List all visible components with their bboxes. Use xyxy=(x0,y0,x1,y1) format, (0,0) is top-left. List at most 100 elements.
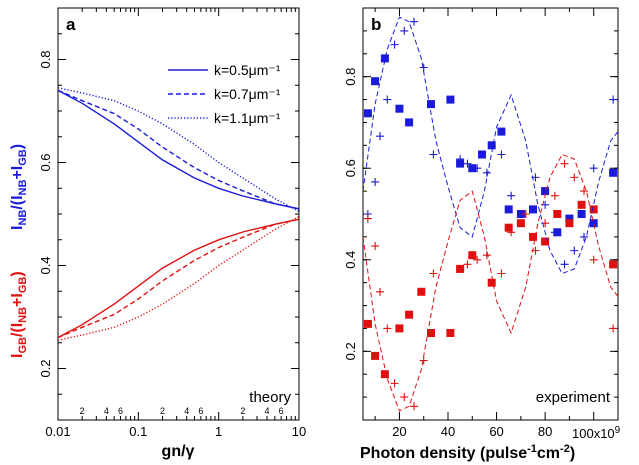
panel-b-cross-point xyxy=(371,177,380,186)
panel-b-cross-point xyxy=(456,264,465,273)
panel-a-curve-dotted-4 xyxy=(58,87,299,213)
panel-b-square-point xyxy=(363,109,372,118)
panel-b-square-point xyxy=(516,219,525,228)
panel-b-cross-point xyxy=(376,132,384,141)
panel-b-cross-point xyxy=(473,164,482,173)
panel-b-cross-point xyxy=(429,150,438,159)
panel-b-y-tick-label: 0.2 xyxy=(343,342,358,360)
panel-a-legend-label: k=0.7μm⁻¹ xyxy=(214,86,281,102)
panel-b-square-point xyxy=(456,159,465,168)
panel-b-square-point xyxy=(468,164,477,173)
panel-b-cross-point xyxy=(497,150,506,159)
panel-b-x-axis-label: Photon density (pulse-1cm-2) xyxy=(360,443,575,462)
panel-b-cross-point xyxy=(507,191,516,200)
panel-a-x-tick-label: 1 xyxy=(215,424,222,439)
panel-a-y-tick-label: 0.8 xyxy=(38,50,53,68)
panel-b-square-point xyxy=(565,214,574,223)
panel-b-cross-point xyxy=(473,255,482,264)
panel-b-square-point xyxy=(589,205,598,214)
panel-a-x-minor-label: 4 xyxy=(265,406,270,416)
panel-b-cross-point xyxy=(482,251,491,260)
panel-a-legend: k=0.5μm⁻¹ k=0.7μm⁻¹ k=1.1μm⁻¹ xyxy=(168,62,281,126)
panel-b-square-point xyxy=(468,251,477,260)
panel-b-cross-point xyxy=(580,187,588,196)
panel-b-y-tick-label: 0.4 xyxy=(343,251,358,269)
panel-b-cross-point xyxy=(400,26,409,35)
panel-a-annotation: theory xyxy=(249,389,291,406)
panel-b-cross-point xyxy=(497,269,506,278)
panel-b-square-point xyxy=(541,187,550,196)
panel-b-square-point xyxy=(405,118,414,127)
panel-a-x-minor-label: 6 xyxy=(118,406,123,416)
panel-b-square-point xyxy=(529,232,537,241)
panel-b-square-point xyxy=(504,205,513,214)
panel-b-square-point xyxy=(504,223,513,232)
panel-b-square-point xyxy=(380,54,389,63)
panel-b-square-point xyxy=(516,210,525,218)
panel-a-legend-label: k=1.1μm⁻¹ xyxy=(214,110,281,126)
panel-b-cross-point xyxy=(363,214,372,223)
panel-a-x-minor-label: 2 xyxy=(80,406,85,416)
panel-b-cross-point xyxy=(570,173,579,182)
panel-b-x-multiplier: 100x109 xyxy=(572,425,621,441)
panel-b-x-tick-label: 20 xyxy=(392,424,406,439)
panel-a-y-label-red: IGB/(INB+IGB) xyxy=(9,271,29,358)
panel-b-square-point xyxy=(609,168,618,177)
panel-b-square-point xyxy=(478,150,486,159)
panel-b-y-tick-label: 0.6 xyxy=(343,159,358,177)
panel-b-cross-point xyxy=(550,191,559,200)
panel-b-square-point xyxy=(565,219,574,228)
panel-b-square-point xyxy=(487,141,496,150)
panel-a-x-tick-label: 0.1 xyxy=(129,424,147,439)
panel-b-square-point xyxy=(395,104,404,113)
panel-b-letter: b xyxy=(371,15,381,34)
panel-b-cross-point xyxy=(400,393,409,402)
panel-b-cross-point xyxy=(383,324,392,333)
panel-b-cross-point xyxy=(580,232,588,241)
panel-b-square-point xyxy=(446,329,455,337)
panel-b-cross-point xyxy=(429,269,438,278)
panel-a-curve-dashed-3 xyxy=(58,218,299,339)
panel-b-square-point xyxy=(529,205,537,214)
panel-b-square-point xyxy=(380,370,389,379)
panel-b-cross-point xyxy=(390,40,399,49)
panel-a-y-label-blue: INB/(INB+IGB) xyxy=(9,144,29,230)
panel-a-curve-dashed-2 xyxy=(58,89,299,210)
panel-a-curve-solid-0 xyxy=(58,89,299,210)
panel-b-square-point xyxy=(497,127,506,136)
panel-b-cross-point xyxy=(560,159,569,168)
panel-b-fit-curve-5 xyxy=(363,153,618,412)
panel-b-y-tick-label: 0.8 xyxy=(343,68,358,86)
panel-b-fit-curve-4 xyxy=(363,16,618,275)
panel-b-square-point xyxy=(427,100,435,109)
panel-b-cross-point xyxy=(376,287,384,296)
panel-b-cross-point xyxy=(560,260,569,269)
panel-a-y-tick-label: 0.2 xyxy=(38,359,53,377)
panel-b-annotation: experiment xyxy=(536,389,611,406)
panel-b-square-point xyxy=(577,210,586,218)
panel-a: a theory 0.01 0.1 1 102 4 6 2 4 6 2 4 60.20.40.60.8… xyxy=(9,7,306,460)
panel-b-cross-point xyxy=(410,17,418,26)
panel-b-cross-point xyxy=(410,402,418,411)
panel-a-axes: 0.01 0.1 1 102 4 6 2 4 6 2 4 60.20.40.60.8 xyxy=(38,8,306,439)
panel-b-cross-point xyxy=(463,159,472,168)
panel-b-square-point xyxy=(589,219,598,228)
panel-b-cross-point xyxy=(371,242,380,251)
panel-a-x-tick-label: 0.01 xyxy=(45,424,70,439)
panel-a-y-axis-label: IGB/(INB+IGB) INB/(INB+IGB) xyxy=(9,144,29,358)
panel-b-square-point xyxy=(371,351,380,360)
panel-b-x-tick-label: 60 xyxy=(489,424,503,439)
panel-b-cross-point xyxy=(419,63,428,72)
panel-b-square-point xyxy=(371,77,380,86)
panel-b-x-tick-label: 80 xyxy=(538,424,552,439)
panel-b-square-point xyxy=(427,329,435,337)
panel-b-cross-point xyxy=(589,255,598,264)
panel-b-square-point xyxy=(395,324,404,333)
panel-b-square-point xyxy=(541,237,550,246)
panel-b-square-point xyxy=(405,310,414,319)
panel-a-curve-solid-1 xyxy=(58,218,299,339)
panel-b-square-point xyxy=(609,260,618,269)
panel-a-x-tick-label: 10 xyxy=(292,424,306,439)
panel-b-cross-point xyxy=(383,95,392,104)
